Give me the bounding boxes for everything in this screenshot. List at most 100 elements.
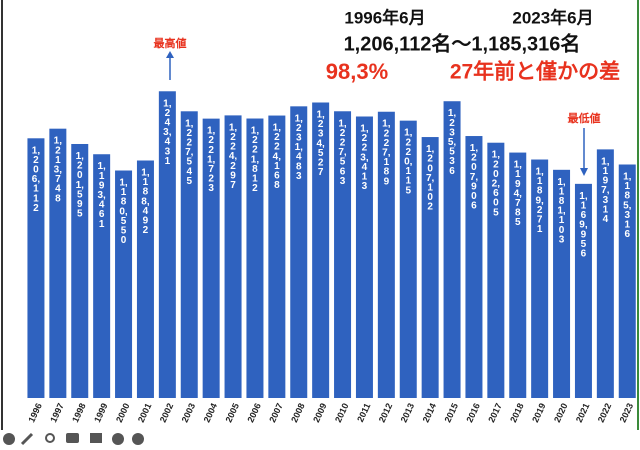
value-label-part: 1,	[251, 125, 260, 136]
toolbar-pen[interactable]	[20, 432, 34, 446]
value-label-part: 1	[537, 224, 543, 235]
value-label-part: 5	[340, 156, 346, 167]
value-label-part: 2	[318, 157, 324, 168]
value-label-part: 8	[384, 166, 390, 177]
value-label: 1, 2 3 4, 5 2 7	[316, 109, 325, 178]
value-label-part: 1	[33, 183, 39, 194]
value-label-part: 4	[165, 117, 171, 128]
bar	[224, 115, 242, 399]
value-label-part: 9	[515, 178, 521, 189]
value-label: 1, 1 9 4, 7 8 5	[514, 159, 523, 228]
value-label-part: 9	[77, 199, 83, 210]
toolbar-back[interactable]	[3, 433, 15, 445]
value-label-part: 7	[230, 180, 236, 191]
value-label-part: 1	[99, 218, 105, 229]
date-left: 1996年6月	[344, 7, 425, 27]
value-label-part: 1,	[514, 159, 523, 170]
value-label-part: 6	[581, 248, 587, 259]
value-label-part: 8	[274, 180, 280, 191]
value-label-part: 1	[559, 186, 565, 197]
value-label-part: 4,	[514, 188, 523, 199]
value-label-part: 3	[559, 234, 565, 245]
value-label-part: 2	[208, 173, 214, 184]
value-label-part: 3	[318, 128, 324, 139]
value-label-part: 5	[515, 217, 521, 228]
bar	[355, 116, 373, 398]
value-label-part: 2	[296, 123, 302, 134]
value-label-part: 5	[121, 216, 127, 227]
value-label: 1, 1 9 3, 4 6 1	[97, 161, 106, 230]
value-label: 1, 2 2 7, 1 8 9	[382, 118, 391, 187]
value-label-part: 1	[624, 181, 630, 192]
value-label-part: 0	[471, 191, 477, 202]
value-label-part: 7	[537, 214, 543, 225]
value-label-part: 2	[186, 128, 192, 139]
value-label-part: 3,	[163, 127, 172, 138]
value-label-part: 4	[603, 214, 609, 225]
value-label-part: 8	[121, 196, 127, 207]
toolbar-more[interactable]	[112, 433, 124, 445]
value-label-part: 2	[230, 160, 236, 171]
value-label-part: 6	[274, 170, 280, 181]
min-annotation: 最低値	[568, 111, 601, 125]
value-label-part: 1,	[97, 161, 106, 172]
toolbar-zoom[interactable]	[45, 433, 55, 443]
value-label-part: 1,	[32, 145, 41, 156]
value-label-part: 3	[165, 146, 171, 157]
value-label-part: 1,	[141, 167, 150, 178]
value-label-part: 0	[493, 169, 499, 180]
value-label-part: 1,	[470, 143, 479, 154]
min-arrowhead	[580, 168, 588, 176]
value-label: 1, 2 1 3, 7 4 8	[54, 135, 63, 204]
value-label-part: 2	[165, 108, 171, 119]
value-label-part: 1,	[382, 118, 391, 129]
bar	[71, 143, 89, 398]
value-label-part: 1,	[207, 154, 216, 165]
bar	[596, 149, 614, 398]
value-label-part: 8,	[141, 196, 150, 207]
value-label-part: 5	[77, 208, 83, 219]
value-label-part: 0,	[119, 206, 128, 217]
value-label: 1, 2 0 1, 5 9 5	[76, 151, 85, 220]
bar	[136, 160, 154, 398]
value-label: 1, 1 8 8, 4 9 2	[141, 167, 150, 236]
value-label-part: 3,	[360, 152, 369, 163]
value-label-part: 5	[77, 189, 83, 200]
value-label-part: 6	[581, 210, 587, 221]
value-label: 1, 2 2 0, 1 1 5	[404, 127, 413, 196]
value-label-part: 1,	[579, 190, 588, 201]
value-label: 1, 2 2 7, 5 4 5	[185, 118, 194, 187]
bar	[180, 111, 198, 398]
value-label-part: 2	[384, 138, 390, 149]
value-label-part: 2	[252, 183, 258, 194]
bar	[115, 170, 133, 398]
bar	[421, 137, 439, 398]
date-right: 2023年6月	[512, 7, 593, 27]
bar	[618, 164, 636, 398]
value-label-part: 2	[384, 128, 390, 139]
value-label-part: 4	[143, 206, 149, 217]
value-label-part: 3	[603, 194, 609, 205]
value-label-part: 1,	[207, 125, 216, 136]
toolbar-next[interactable]	[132, 433, 144, 445]
value-label-part: 6	[624, 229, 630, 240]
value-label-part: 0	[33, 164, 39, 175]
value-label-part: 2	[33, 155, 39, 166]
value-label-part: 1	[624, 219, 630, 230]
value-label-part: 1	[362, 171, 368, 182]
value-label-part: 3	[208, 183, 214, 194]
value-label-part: 2	[405, 146, 411, 157]
value-label-part: 5	[449, 146, 455, 157]
value-label-part: 3	[449, 127, 455, 138]
value-label: 1, 1 9 7, 3 1 4	[601, 156, 610, 225]
value-label-part: 2	[274, 141, 280, 152]
bar	[27, 138, 45, 398]
value-label-part: 7,	[426, 172, 435, 183]
bar	[399, 120, 417, 399]
bar	[531, 159, 549, 398]
value-label: 1, 1 8 1, 1 0 3	[557, 176, 566, 245]
toolbar-camera[interactable]	[90, 433, 102, 443]
value-label-part: 0	[493, 197, 499, 208]
value-label-part: 9,	[579, 219, 588, 230]
toolbar-cc[interactable]	[66, 433, 79, 443]
